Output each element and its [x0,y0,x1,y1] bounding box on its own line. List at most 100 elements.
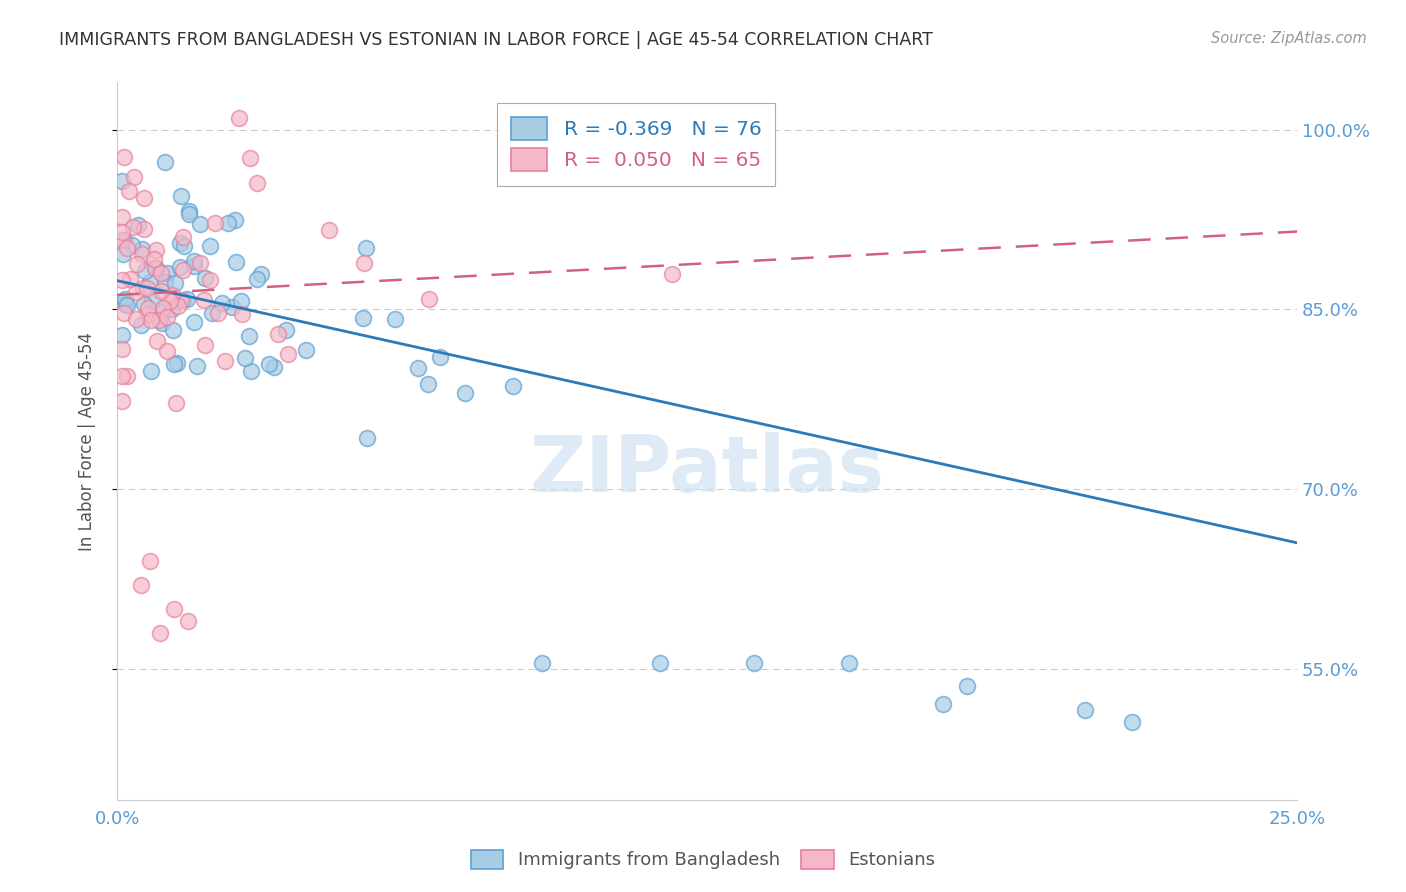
Point [124,311,146,326]
Text: Source: ZipAtlas.com: Source: ZipAtlas.com [1211,31,1367,46]
Legend: Immigrants from Bangladesh, Estonians: Immigrants from Bangladesh, Estonians [461,841,945,879]
Point [114,297,136,311]
Point [145,243,167,257]
Point [204,216,226,230]
Point [263,359,285,374]
Legend: R = -0.369   N = 76, R =  0.050   N = 65: R = -0.369 N = 76, R = 0.050 N = 65 [498,103,776,186]
Y-axis label: In Labor Force | Age 45-54: In Labor Force | Age 45-54 [79,332,96,550]
Point [211,295,233,310]
Point [238,329,260,343]
Point [173,238,195,252]
Point [136,301,159,315]
Point [127,218,149,232]
Point [250,267,273,281]
Point [246,272,269,286]
Point [131,247,153,261]
Point [530,656,553,670]
Point [111,174,134,188]
Point [111,342,134,356]
Point [134,263,156,277]
Point [121,219,143,234]
Point [111,369,134,384]
Point [356,431,378,445]
Point [661,267,683,281]
Point [246,176,269,190]
Point [239,151,262,165]
Point [229,293,252,308]
Point [132,191,155,205]
Point [139,313,162,327]
Point [143,261,166,276]
Point [183,259,205,273]
Point [200,239,222,253]
Point [354,241,377,255]
Point [153,303,176,318]
Point [145,260,167,275]
Point [112,306,135,320]
Point [239,364,262,378]
Point [179,203,201,218]
Point [418,292,440,306]
Point [276,323,298,337]
Point [231,307,253,321]
Point [188,218,211,232]
Point [170,293,193,307]
Point [193,293,215,307]
Point [257,357,280,371]
Point [1121,715,1143,730]
Point [201,306,224,320]
Point [170,189,193,203]
Point [150,266,173,280]
Point [318,223,340,237]
Point [152,301,174,315]
Point [183,254,205,268]
Point [127,257,149,271]
Point [129,318,152,332]
Point [277,347,299,361]
Point [177,614,200,628]
Point [156,310,179,325]
Point [149,625,172,640]
Point [141,293,163,307]
Point [454,386,477,401]
Point [142,252,165,267]
Point [228,111,250,125]
Point [139,364,162,378]
Point [235,351,257,365]
Point [172,263,194,277]
Point [111,247,134,261]
Point [266,326,288,341]
Point [111,233,134,247]
Point [188,256,211,270]
Point [214,353,236,368]
Point [166,355,188,369]
Point [502,379,524,393]
Point [160,287,183,301]
Point [165,396,187,410]
Point [1073,703,1095,717]
Point [159,293,181,308]
Point [122,169,145,184]
Point [172,293,194,307]
Point [112,150,135,164]
Point [207,306,229,320]
Point [149,284,172,298]
Text: ZIPatlas: ZIPatlas [530,432,884,508]
Point [118,184,141,198]
Point [139,554,162,568]
Point [429,350,451,364]
Point [295,343,318,357]
Point [838,656,860,670]
Point [138,275,160,289]
Point [225,255,247,269]
Point [176,293,198,307]
Point [148,313,170,327]
Point [162,302,184,317]
Point [177,207,200,221]
Point [121,238,143,252]
Point [221,300,243,314]
Point [224,213,246,227]
Point [742,656,765,670]
Point [169,236,191,251]
Point [136,281,159,295]
